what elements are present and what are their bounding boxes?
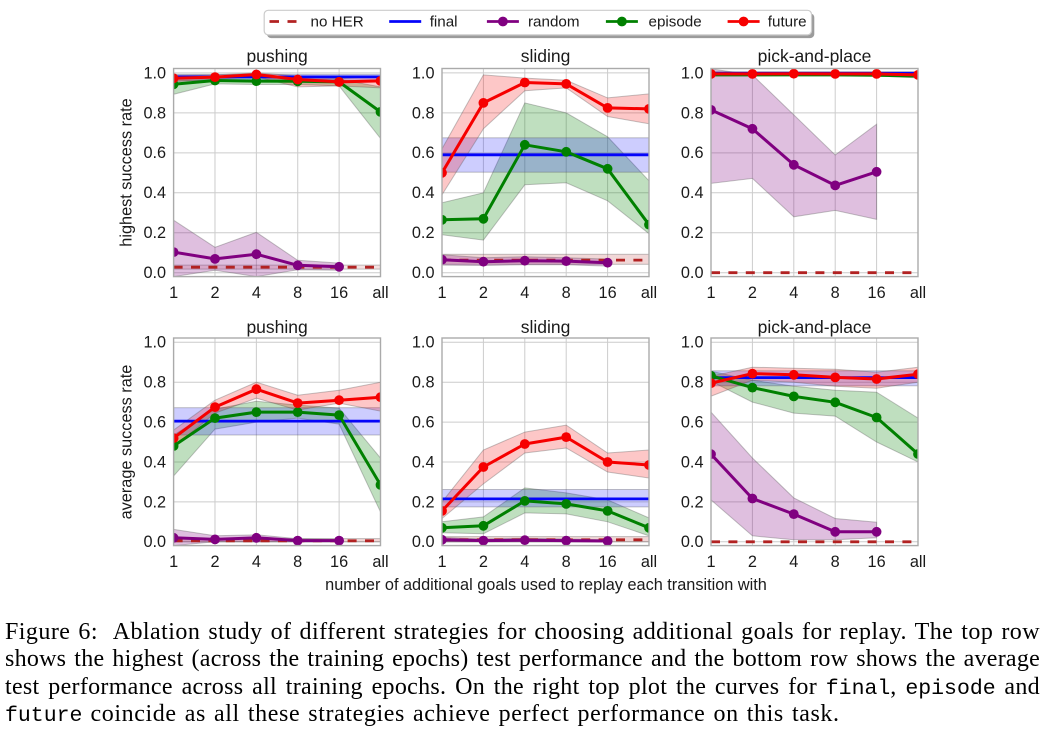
svg-text:1.0: 1.0 — [681, 64, 704, 82]
svg-text:0.4: 0.4 — [143, 184, 166, 202]
svg-text:pick-and-place: pick-and-place — [758, 317, 872, 337]
svg-text:1: 1 — [706, 553, 715, 571]
svg-text:highest success rate: highest success rate — [118, 98, 136, 246]
svg-text:4: 4 — [252, 284, 261, 302]
svg-text:pushing: pushing — [246, 46, 307, 66]
svg-text:2: 2 — [479, 284, 488, 302]
svg-text:0.4: 0.4 — [412, 453, 435, 471]
svg-text:0.2: 0.2 — [412, 493, 435, 511]
svg-text:random: random — [528, 14, 580, 31]
svg-text:1: 1 — [706, 284, 715, 302]
svg-text:0.0: 0.0 — [143, 264, 166, 282]
svg-text:no HER: no HER — [311, 14, 364, 31]
svg-text:4: 4 — [789, 553, 798, 571]
svg-text:average success rate: average success rate — [118, 365, 136, 520]
svg-text:all: all — [641, 284, 657, 302]
svg-text:0.4: 0.4 — [681, 453, 704, 471]
svg-text:1.0: 1.0 — [412, 334, 435, 352]
svg-text:pick-and-place: pick-and-place — [758, 46, 872, 66]
svg-text:16: 16 — [599, 284, 617, 302]
svg-text:0.2: 0.2 — [681, 493, 704, 511]
svg-text:1.0: 1.0 — [681, 334, 704, 352]
svg-text:4: 4 — [520, 284, 529, 302]
svg-text:16: 16 — [599, 553, 617, 571]
svg-text:8: 8 — [293, 553, 302, 571]
svg-text:1: 1 — [169, 284, 178, 302]
svg-text:0.0: 0.0 — [412, 533, 435, 551]
svg-text:2: 2 — [748, 553, 757, 571]
svg-text:0.8: 0.8 — [681, 104, 704, 122]
svg-text:all: all — [372, 553, 388, 571]
svg-text:0.6: 0.6 — [143, 144, 166, 162]
svg-text:1: 1 — [437, 553, 446, 571]
svg-text:all: all — [910, 553, 926, 571]
svg-text:number of additional goals use: number of additional goals used to repla… — [325, 576, 767, 594]
svg-text:0.6: 0.6 — [143, 414, 166, 432]
svg-text:2: 2 — [479, 553, 488, 571]
svg-text:0.8: 0.8 — [412, 104, 435, 122]
svg-text:1.0: 1.0 — [412, 64, 435, 82]
svg-text:sliding: sliding — [521, 317, 571, 337]
svg-text:16: 16 — [330, 553, 348, 571]
svg-text:sliding: sliding — [521, 46, 571, 66]
svg-text:0.0: 0.0 — [681, 264, 704, 282]
svg-text:final: final — [430, 14, 458, 31]
svg-text:8: 8 — [562, 553, 571, 571]
svg-text:1.0: 1.0 — [143, 334, 166, 352]
svg-text:0.0: 0.0 — [681, 533, 704, 551]
svg-text:0.6: 0.6 — [412, 144, 435, 162]
svg-text:1: 1 — [169, 553, 178, 571]
svg-text:16: 16 — [330, 284, 348, 302]
svg-text:8: 8 — [562, 284, 571, 302]
svg-text:all: all — [910, 284, 926, 302]
svg-text:0.6: 0.6 — [412, 414, 435, 432]
svg-text:8: 8 — [831, 284, 840, 302]
svg-text:0.8: 0.8 — [681, 374, 704, 392]
svg-text:0.4: 0.4 — [143, 453, 166, 471]
svg-text:4: 4 — [789, 284, 798, 302]
svg-text:episode: episode — [649, 14, 702, 31]
svg-text:future: future — [768, 14, 807, 31]
svg-text:2: 2 — [210, 553, 219, 571]
svg-text:0.8: 0.8 — [143, 104, 166, 122]
svg-text:0.0: 0.0 — [143, 533, 166, 551]
svg-text:16: 16 — [868, 284, 886, 302]
svg-text:0.2: 0.2 — [412, 224, 435, 242]
svg-text:0.2: 0.2 — [681, 224, 704, 242]
svg-text:0.4: 0.4 — [681, 184, 704, 202]
svg-text:1.0: 1.0 — [143, 64, 166, 82]
svg-text:0.6: 0.6 — [681, 414, 704, 432]
svg-text:0.8: 0.8 — [412, 374, 435, 392]
svg-text:0.0: 0.0 — [412, 264, 435, 282]
svg-text:0.2: 0.2 — [143, 493, 166, 511]
svg-text:8: 8 — [831, 553, 840, 571]
svg-text:all: all — [641, 553, 657, 571]
svg-text:pushing: pushing — [246, 317, 307, 337]
svg-text:0.8: 0.8 — [143, 374, 166, 392]
svg-text:0.4: 0.4 — [412, 184, 435, 202]
svg-text:0.6: 0.6 — [681, 144, 704, 162]
svg-text:2: 2 — [210, 284, 219, 302]
svg-text:4: 4 — [252, 553, 261, 571]
svg-text:16: 16 — [868, 553, 886, 571]
svg-text:4: 4 — [520, 553, 529, 571]
svg-text:2: 2 — [748, 284, 757, 302]
svg-text:8: 8 — [293, 284, 302, 302]
svg-text:1: 1 — [437, 284, 446, 302]
svg-text:0.2: 0.2 — [143, 224, 166, 242]
svg-text:all: all — [372, 284, 388, 302]
